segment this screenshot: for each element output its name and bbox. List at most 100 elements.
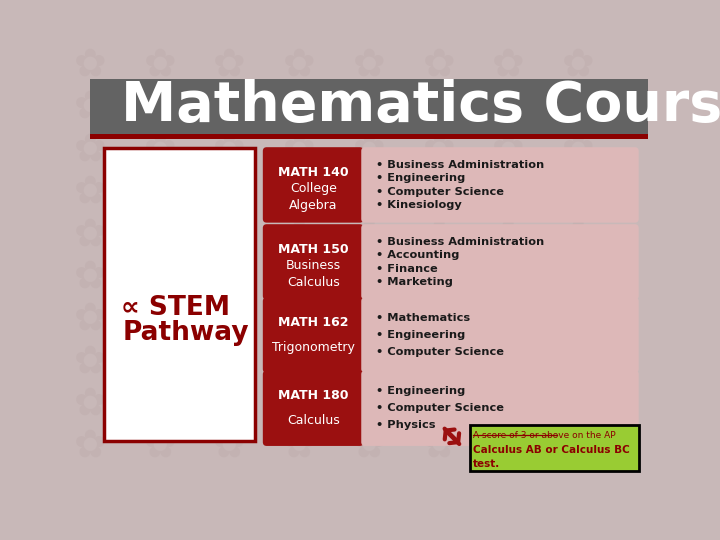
Text: ✿: ✿ (492, 131, 525, 168)
Text: ✿: ✿ (562, 173, 595, 211)
Text: ✿: ✿ (423, 46, 455, 84)
FancyBboxPatch shape (263, 298, 364, 373)
Text: test.: test. (473, 458, 500, 469)
Text: Mathematics Course: Mathematics Course (121, 79, 720, 133)
Text: MATH 150: MATH 150 (278, 243, 348, 256)
Text: ✿: ✿ (492, 342, 525, 380)
Text: ✿: ✿ (283, 258, 315, 295)
Text: ✿: ✿ (213, 300, 246, 338)
Text: ✿: ✿ (423, 215, 455, 253)
Text: ✿: ✿ (562, 258, 595, 295)
Text: ✿: ✿ (283, 300, 315, 338)
Text: ✿: ✿ (143, 88, 176, 126)
Text: ✿: ✿ (562, 384, 595, 423)
Text: ✿: ✿ (353, 173, 385, 211)
Text: ✿: ✿ (143, 342, 176, 380)
Text: Calculus: Calculus (287, 414, 340, 427)
Text: • Finance: • Finance (376, 264, 438, 274)
Text: ✿: ✿ (423, 427, 455, 465)
Text: ✿: ✿ (492, 384, 525, 423)
Text: ✿: ✿ (562, 88, 595, 126)
Text: ✿: ✿ (423, 342, 455, 380)
Bar (90, 79, 648, 134)
Text: ✿: ✿ (143, 258, 176, 295)
Text: ✿: ✿ (353, 215, 385, 253)
Text: ✿: ✿ (213, 258, 246, 295)
Text: ✿: ✿ (423, 384, 455, 423)
Text: ✿: ✿ (423, 258, 455, 295)
Text: ✿: ✿ (213, 342, 246, 380)
Text: ✿: ✿ (73, 384, 107, 423)
Text: • Computer Science: • Computer Science (376, 403, 504, 413)
Text: ✿: ✿ (353, 342, 385, 380)
Text: ✿: ✿ (353, 427, 385, 465)
Text: ✿: ✿ (143, 300, 176, 338)
Text: • Engineering: • Engineering (376, 173, 465, 183)
Text: • Engineering: • Engineering (376, 386, 465, 396)
Text: • Mathematics: • Mathematics (376, 313, 470, 323)
Text: ✿: ✿ (492, 215, 525, 253)
Text: ✿: ✿ (353, 131, 385, 168)
Text: ✿: ✿ (73, 88, 107, 126)
Text: ✿: ✿ (213, 131, 246, 168)
Text: ✿: ✿ (73, 342, 107, 380)
Text: ✿: ✿ (562, 215, 595, 253)
Text: ✿: ✿ (562, 300, 595, 338)
Text: ✿: ✿ (492, 88, 525, 126)
Text: ✿: ✿ (562, 46, 595, 84)
Text: College
Algebra: College Algebra (289, 182, 338, 212)
Text: MATH 162: MATH 162 (278, 316, 348, 329)
Text: ✿: ✿ (423, 300, 455, 338)
Text: ✿: ✿ (492, 427, 525, 465)
Text: ✿: ✿ (423, 88, 455, 126)
FancyBboxPatch shape (263, 370, 364, 446)
Text: • Physics: • Physics (376, 420, 436, 430)
Text: MATH 140: MATH 140 (278, 166, 348, 179)
Text: ✿: ✿ (143, 173, 176, 211)
Text: ✿: ✿ (73, 215, 107, 253)
Text: ✿: ✿ (213, 215, 246, 253)
Text: ✿: ✿ (283, 342, 315, 380)
FancyBboxPatch shape (104, 148, 255, 441)
Text: ✿: ✿ (562, 342, 595, 380)
Text: ✿: ✿ (353, 384, 385, 423)
FancyBboxPatch shape (361, 147, 639, 222)
Text: ✿: ✿ (283, 427, 315, 465)
Text: ✿: ✿ (353, 258, 385, 295)
Text: • Accounting: • Accounting (376, 250, 459, 260)
Text: ✿: ✿ (283, 131, 315, 168)
FancyBboxPatch shape (361, 370, 639, 446)
Text: ✿: ✿ (213, 88, 246, 126)
Text: ✿: ✿ (353, 88, 385, 126)
Text: ✿: ✿ (73, 46, 107, 84)
Text: ✿: ✿ (423, 173, 455, 211)
Text: ∝ STEM: ∝ STEM (121, 295, 230, 321)
Text: Pathway: Pathway (122, 320, 249, 346)
Text: ✿: ✿ (143, 46, 176, 84)
Text: ✿: ✿ (213, 173, 246, 211)
Text: • Kinesiology: • Kinesiology (376, 200, 462, 210)
Text: ✿: ✿ (283, 173, 315, 211)
Text: ✿: ✿ (283, 215, 315, 253)
Text: ✿: ✿ (213, 384, 246, 423)
Text: ✿: ✿ (73, 131, 107, 168)
Text: ✿: ✿ (562, 427, 595, 465)
Text: • Business Administration: • Business Administration (376, 160, 544, 170)
Text: ✿: ✿ (283, 46, 315, 84)
Text: ✿: ✿ (143, 131, 176, 168)
Text: ✿: ✿ (213, 46, 246, 84)
Text: Trigonometry: Trigonometry (271, 341, 355, 354)
Text: ✿: ✿ (73, 427, 107, 465)
Text: ✿: ✿ (562, 131, 595, 168)
Text: ✿: ✿ (492, 46, 525, 84)
Text: ✿: ✿ (143, 427, 176, 465)
FancyBboxPatch shape (469, 425, 639, 471)
Text: Business
Calculus: Business Calculus (286, 259, 341, 289)
Text: • Computer Science: • Computer Science (376, 347, 504, 357)
FancyBboxPatch shape (361, 224, 639, 300)
Text: MATH 180: MATH 180 (278, 389, 348, 402)
Text: ✿: ✿ (213, 427, 246, 465)
Text: ✿: ✿ (492, 173, 525, 211)
Text: A score of 3 or above on the AP: A score of 3 or above on the AP (473, 431, 616, 440)
Text: Calculus AB or Calculus BC: Calculus AB or Calculus BC (473, 445, 629, 455)
